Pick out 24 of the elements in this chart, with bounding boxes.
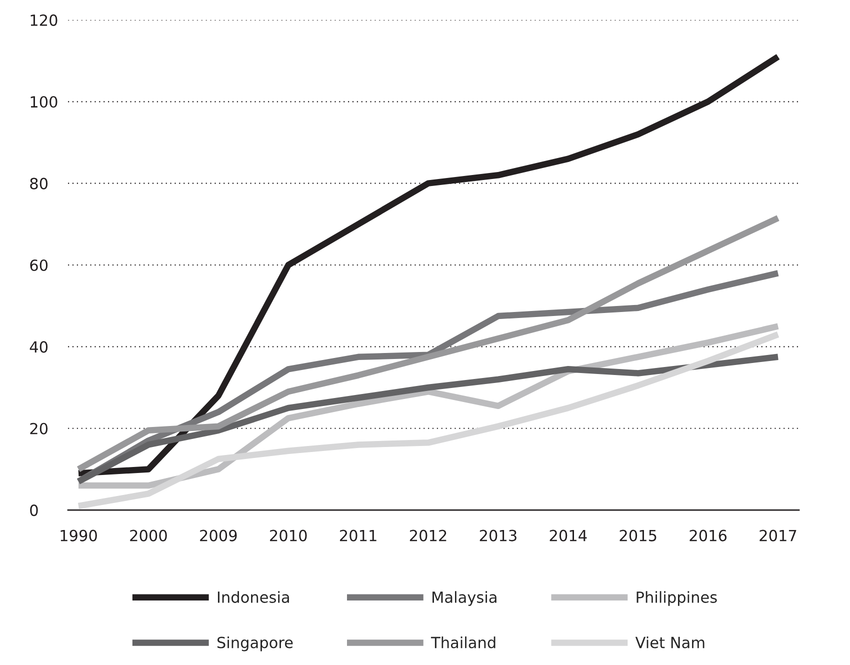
x-tick-label: 2014 [550, 530, 587, 542]
legend-label: Thailand [430, 636, 496, 648]
y-tick-label: 20 [30, 422, 48, 434]
x-tick-label: 2011 [340, 530, 376, 542]
x-tick-label: 2013 [480, 530, 516, 542]
legend-label: Viet Nam [635, 636, 704, 648]
x-tick-label: 2017 [760, 530, 796, 542]
x-tick-label: 1990 [60, 530, 97, 542]
y-tick-label: 80 [30, 178, 48, 190]
legend-label: Malaysia [432, 591, 496, 606]
legend-label: Indonesia [218, 591, 289, 603]
x-tick-label: 2000 [130, 530, 167, 542]
y-tick-label: 120 [30, 14, 58, 26]
x-tick-label: 2009 [200, 530, 237, 542]
legend-label: Philippines [636, 591, 717, 606]
x-tick-label: 2010 [270, 530, 307, 542]
y-tick-label: 0 [30, 504, 38, 516]
legend-label: Singapore [217, 636, 293, 652]
x-tick-label: 2015 [620, 530, 656, 542]
y-tick-label: 40 [30, 341, 48, 353]
y-tick-label: 100 [30, 96, 58, 108]
x-tick-label: 2012 [410, 530, 446, 542]
y-tick-label: 60 [30, 259, 48, 272]
x-tick-label: 2016 [690, 530, 727, 542]
